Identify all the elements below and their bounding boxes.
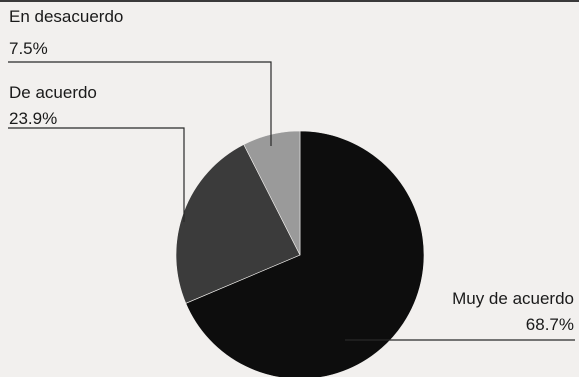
slice-label-de-acuerdo: De acuerdo bbox=[9, 83, 97, 102]
leader-line-de-acuerdo bbox=[8, 127, 185, 222]
slice-value-de-acuerdo: 23.9% bbox=[9, 109, 57, 128]
leader-line-en-desacuerdo bbox=[8, 61, 272, 146]
slice-label-en-desacuerdo: En desacuerdo bbox=[9, 7, 123, 26]
slice-label-muy-de-acuerdo: Muy de acuerdo bbox=[452, 289, 574, 308]
pie-slice-muy-de-acuerdo bbox=[185, 130, 425, 377]
slice-value-en-desacuerdo: 7.5% bbox=[9, 39, 48, 58]
slice-value-muy-de-acuerdo: 68.7% bbox=[526, 315, 574, 334]
